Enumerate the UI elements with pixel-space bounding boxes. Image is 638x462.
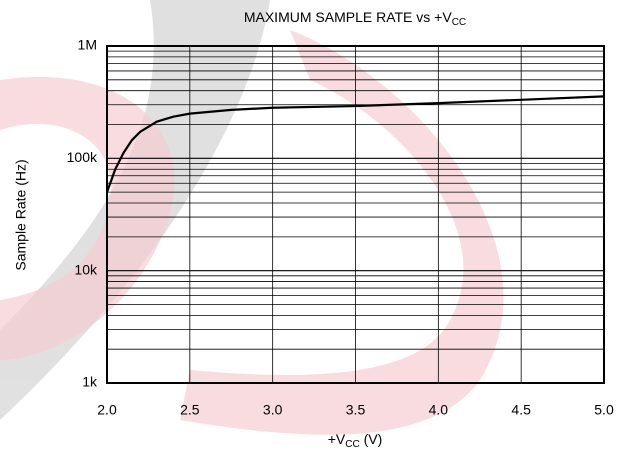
x-tick-label: 2.0 bbox=[97, 402, 117, 418]
y-tick-label: 1k bbox=[82, 374, 98, 390]
xlabel-unit: (V) bbox=[360, 431, 383, 447]
x-axis-label: +VCC (V) bbox=[328, 431, 383, 450]
x-tick-label: 5.0 bbox=[594, 402, 614, 418]
plot-frame bbox=[106, 45, 605, 384]
y-tick-label: 10k bbox=[74, 261, 98, 277]
x-tick-label: 4.0 bbox=[429, 402, 449, 418]
xlabel-main: +V bbox=[328, 431, 346, 447]
x-tick-label: 3.5 bbox=[346, 402, 366, 418]
y-tick-label: 100k bbox=[67, 149, 98, 165]
x-tick-label: 3.0 bbox=[263, 402, 283, 418]
chart-title: MAXIMUM SAMPLE RATE vs +VCC bbox=[244, 9, 466, 28]
series-line bbox=[105, 95, 605, 193]
xlabel-sub: CC bbox=[345, 439, 359, 450]
title-main: MAXIMUM SAMPLE RATE vs +V bbox=[244, 9, 452, 25]
title-sub: CC bbox=[452, 17, 466, 28]
x-tick-label: 2.5 bbox=[180, 402, 200, 418]
y-tick-label: 1M bbox=[78, 37, 97, 53]
y-axis-label: Sample Rate (Hz) bbox=[13, 159, 29, 270]
x-tick-label: 4.5 bbox=[511, 402, 531, 418]
